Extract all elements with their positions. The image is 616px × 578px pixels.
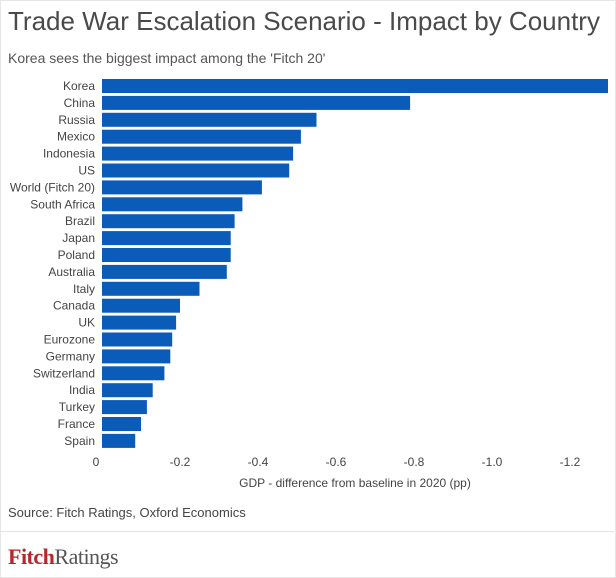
category-label: Spain — [64, 434, 95, 448]
category-label: Switzerland — [33, 366, 95, 380]
category-label: Turkey — [59, 400, 95, 414]
category-label: Italy — [73, 282, 95, 296]
source-note: Source: Fitch Ratings, Oxford Economics — [8, 505, 246, 520]
category-label: World (Fitch 20) — [10, 180, 95, 194]
x-tick-label: 0 — [93, 455, 100, 469]
category-label: Eurozone — [44, 333, 96, 347]
category-labels: Korea China Russia Mexico Indonesia US World (… — [10, 79, 95, 448]
bar-chart: Korea China Russia Mexico Indonesia US World (… — [10, 79, 608, 490]
category-label: Germany — [46, 349, 95, 363]
category-label: Poland — [58, 248, 95, 262]
bar-uk — [102, 315, 177, 330]
bar-spain — [102, 433, 136, 448]
footer-divider — [0, 531, 614, 532]
bar-indonesia — [102, 146, 294, 161]
bar-series — [102, 79, 608, 448]
fitch-ratings-logo: FitchRatings — [8, 544, 119, 570]
x-tick-label: -1.2 — [560, 455, 581, 469]
category-label: Australia — [48, 265, 95, 279]
bar-canada — [102, 298, 180, 313]
category-label: South Africa — [30, 197, 95, 211]
bar-china — [102, 95, 411, 110]
logo-fitch-text: Fitch — [8, 544, 55, 569]
bar-us — [102, 163, 290, 178]
x-tick-label: -1.0 — [482, 455, 503, 469]
chart-subtitle: Korea sees the biggest impact among the … — [8, 50, 326, 66]
bar-world-fitch-20 — [102, 180, 262, 195]
bar-turkey — [102, 400, 147, 415]
bar-india — [102, 383, 153, 398]
bar-russia — [102, 112, 317, 127]
bar-italy — [102, 281, 200, 296]
bar-south-africa — [102, 197, 243, 212]
x-tick-label: -0.8 — [404, 455, 425, 469]
category-label: Japan — [62, 231, 95, 245]
category-label: Indonesia — [43, 147, 95, 161]
x-tick-label: -0.4 — [248, 455, 269, 469]
bar-australia — [102, 264, 227, 279]
logo-ratings-text: Ratings — [54, 544, 119, 569]
category-label: China — [64, 96, 96, 110]
x-axis-label: GDP - difference from baseline in 2020 (… — [239, 476, 471, 490]
bar-france — [102, 417, 141, 431]
bar-eurozone — [102, 332, 173, 347]
category-label: Canada — [53, 299, 95, 313]
bar-mexico — [102, 129, 301, 144]
category-label: Russia — [58, 113, 95, 127]
category-label: UK — [78, 316, 95, 330]
category-label: US — [78, 164, 95, 178]
category-label: Brazil — [65, 214, 95, 228]
chart-title: Trade War Escalation Scenario - Impact b… — [8, 6, 600, 36]
bar-brazil — [102, 214, 235, 229]
bar-switzerland — [102, 366, 165, 381]
category-label: Korea — [63, 79, 95, 93]
bar-japan — [102, 231, 231, 246]
bar-poland — [102, 248, 231, 262]
category-label: France — [58, 417, 96, 431]
bar-korea — [102, 79, 608, 93]
x-tick-label: -0.6 — [326, 455, 347, 469]
x-tick-label: -0.2 — [170, 455, 191, 469]
bar-germany — [102, 349, 171, 364]
x-tick-labels: 0 -0.2 -0.4 -0.6 -0.8 -1.0 -1.2 — [93, 455, 581, 469]
category-label: India — [69, 383, 95, 397]
category-label: Mexico — [57, 130, 95, 144]
